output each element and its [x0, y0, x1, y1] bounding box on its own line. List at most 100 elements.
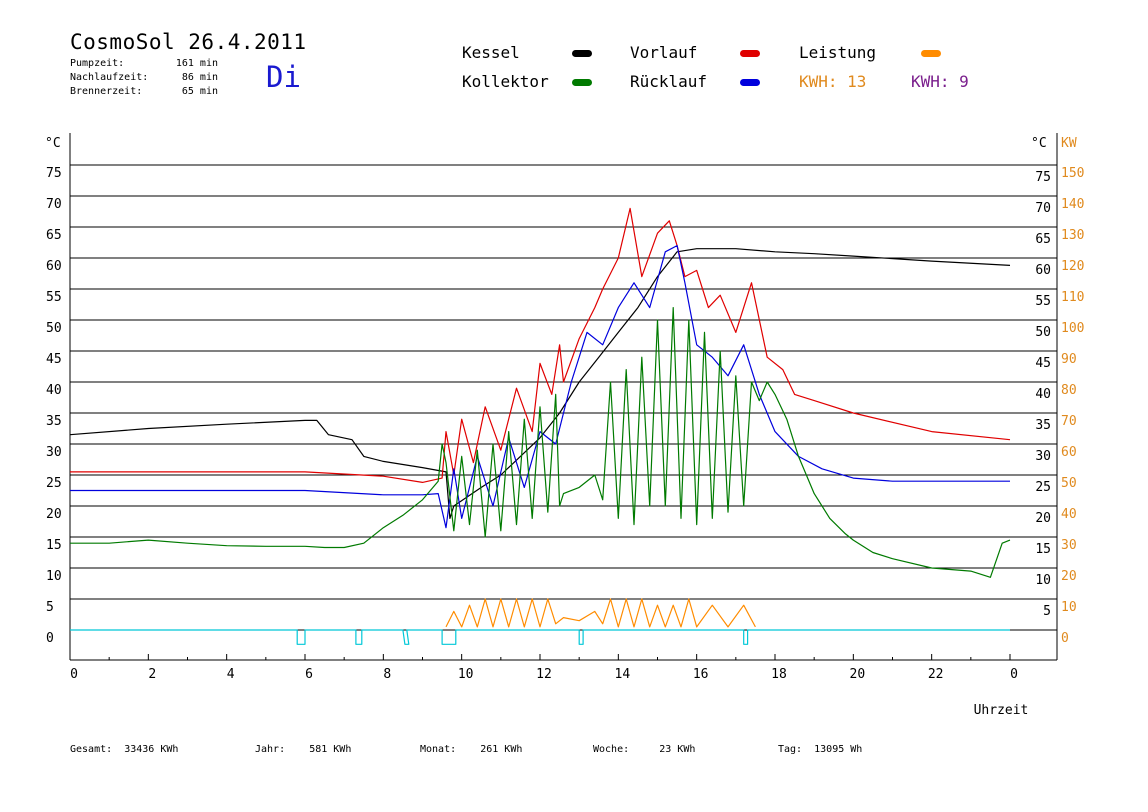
y-right-tick-label: 50: [1035, 325, 1051, 340]
legend-swatch-leistung: [921, 50, 941, 57]
legend-label: Kessel: [462, 43, 520, 62]
y-left-tick-label: 45: [46, 352, 62, 367]
y-right-tick-label: 40: [1035, 387, 1051, 402]
y-left-tick-label: 10: [46, 569, 62, 584]
x-tick-label: 0: [1010, 667, 1018, 682]
y-left-tick-label: 5: [46, 600, 54, 615]
y-left-tick-label: 70: [46, 197, 62, 212]
stat-brennerzeit: Brennerzeit: 65 min: [70, 86, 218, 97]
legend-vorlauf: Vorlauf: [630, 43, 697, 62]
legend-leistung: Leistung: [799, 43, 876, 62]
y-right-kw-tick-label: 0: [1061, 631, 1069, 646]
footer-value: 23 KWh: [659, 744, 696, 755]
y-left-tick-label: 60: [46, 259, 62, 274]
legend-label: Vorlauf: [630, 43, 698, 62]
footer-label: Jahr:: [255, 744, 286, 755]
series-leistung-line: [445, 598, 756, 628]
footer-tag: Tag: 13095 Wh: [778, 744, 862, 755]
footer-value: 33436 KWh: [124, 744, 179, 755]
x-tick-label: 16: [693, 667, 709, 682]
legend-kessel: Kessel: [462, 43, 520, 62]
y-right-tick-label: 30: [1035, 449, 1051, 464]
x-axis-label: Uhrzeit: [974, 703, 1029, 718]
series-kessel-line: [69, 248, 1011, 520]
y-left-tick-label: 55: [46, 290, 62, 305]
stat-pumpzeit: Pumpzeit: 161 min: [70, 58, 218, 69]
footer-label: Gesamt:: [70, 744, 113, 755]
footer-label: Tag:: [778, 744, 803, 755]
footer-monat: Monat: 261 KWh: [420, 744, 522, 755]
y-left-tick-label: 50: [46, 321, 62, 336]
y-left-tick-label: 35: [46, 414, 62, 429]
y-right-kw-tick-label: 100: [1061, 321, 1084, 336]
y-right-tick-label: 35: [1035, 418, 1051, 433]
y-left-tick-label: 30: [46, 445, 62, 460]
y-right-kw-tick-label: 30: [1061, 538, 1077, 553]
series-pumpe-line: [70, 629, 1010, 645]
series-ruecklauf-line: [70, 245, 1010, 529]
y-right-kw-tick-label: 140: [1061, 197, 1084, 212]
y-right-tick-label: 75: [1035, 170, 1051, 185]
stat-value: 65 min: [181, 86, 218, 97]
legend-swatch-kollektor: [572, 79, 592, 86]
footer-label: Woche:: [593, 744, 630, 755]
footer-jahr: Jahr: 581 KWh: [255, 744, 351, 755]
y-right-unit-label: °C: [1031, 136, 1047, 151]
y-right-tick-label: 10: [1035, 573, 1051, 588]
weekday-label: Di: [266, 60, 301, 94]
y-right-kw-tick-label: 80: [1061, 383, 1077, 398]
y-left-tick-label: 20: [46, 507, 62, 522]
y-left-tick-label: 40: [46, 383, 62, 398]
stat-label: Nachlaufzeit:: [70, 72, 149, 83]
footer-woche: Woche: 23 KWh: [593, 744, 695, 755]
x-tick-label: 2: [148, 667, 156, 682]
y-right-tick-label: 15: [1035, 542, 1051, 557]
legend-kollektor: Kollektor: [462, 72, 549, 91]
series-vorlauf-line: [70, 207, 1011, 483]
x-tick-label: 0: [70, 667, 78, 682]
y-right-tick-label: 20: [1035, 511, 1051, 526]
y-left-tick-label: 75: [46, 166, 62, 181]
x-tick-label: 8: [383, 667, 391, 682]
x-tick-label: 20: [850, 667, 866, 682]
stat-label: Brennerzeit:: [70, 86, 143, 97]
legend-label: Rücklauf: [630, 72, 708, 91]
y-right-tick-label: 5: [1043, 604, 1051, 619]
legend-swatch-kessel: [572, 50, 592, 57]
y-right-kw-tick-label: 120: [1061, 259, 1084, 274]
legend-ruecklauf: Rücklauf: [630, 72, 707, 91]
y-right-kw-tick-label: 150: [1061, 166, 1084, 181]
y-right-tick-label: 60: [1035, 263, 1051, 278]
legend-label: Kollektor: [462, 72, 549, 91]
legend-swatch-vorlauf: [740, 50, 760, 57]
y-right-kw-tick-label: 70: [1061, 414, 1077, 429]
footer-label: Monat:: [420, 744, 457, 755]
y-right-kw-tick-label: 60: [1061, 445, 1077, 460]
y-left-unit-label: °C: [45, 136, 61, 151]
y-right-tick-label: 65: [1035, 232, 1051, 247]
y-right-kw-tick-label: 10: [1061, 600, 1077, 615]
x-tick-label: 6: [305, 667, 313, 682]
legend-swatch-ruecklauf: [740, 79, 760, 86]
y-left-tick-label: 15: [46, 538, 62, 553]
stat-label: Pumpzeit:: [70, 58, 125, 69]
kwh-secondary: KWH: 9: [911, 72, 969, 91]
footer-value: 581 KWh: [309, 744, 352, 755]
y-right-kw-tick-label: 20: [1061, 569, 1077, 584]
series-kollektor-line: [70, 307, 1011, 578]
footer-value: 261 KWh: [480, 744, 523, 755]
legend-label: Leistung: [799, 43, 877, 62]
y-right-tick-label: 55: [1035, 294, 1051, 309]
y-right-kw-unit-label: KW: [1061, 136, 1077, 151]
y-right-tick-label: 70: [1035, 201, 1051, 216]
x-tick-label: 22: [928, 667, 944, 682]
y-right-tick-label: 45: [1035, 356, 1051, 371]
page-title: CosmoSol 26.4.2011: [70, 30, 307, 54]
x-tick-label: 4: [227, 667, 235, 682]
y-right-tick-label: 25: [1035, 480, 1051, 495]
footer-gesamt: Gesamt: 33436 KWh: [70, 744, 178, 755]
x-tick-label: 14: [615, 667, 631, 682]
y-left-tick-label: 65: [46, 228, 62, 243]
x-tick-label: 10: [458, 667, 474, 682]
